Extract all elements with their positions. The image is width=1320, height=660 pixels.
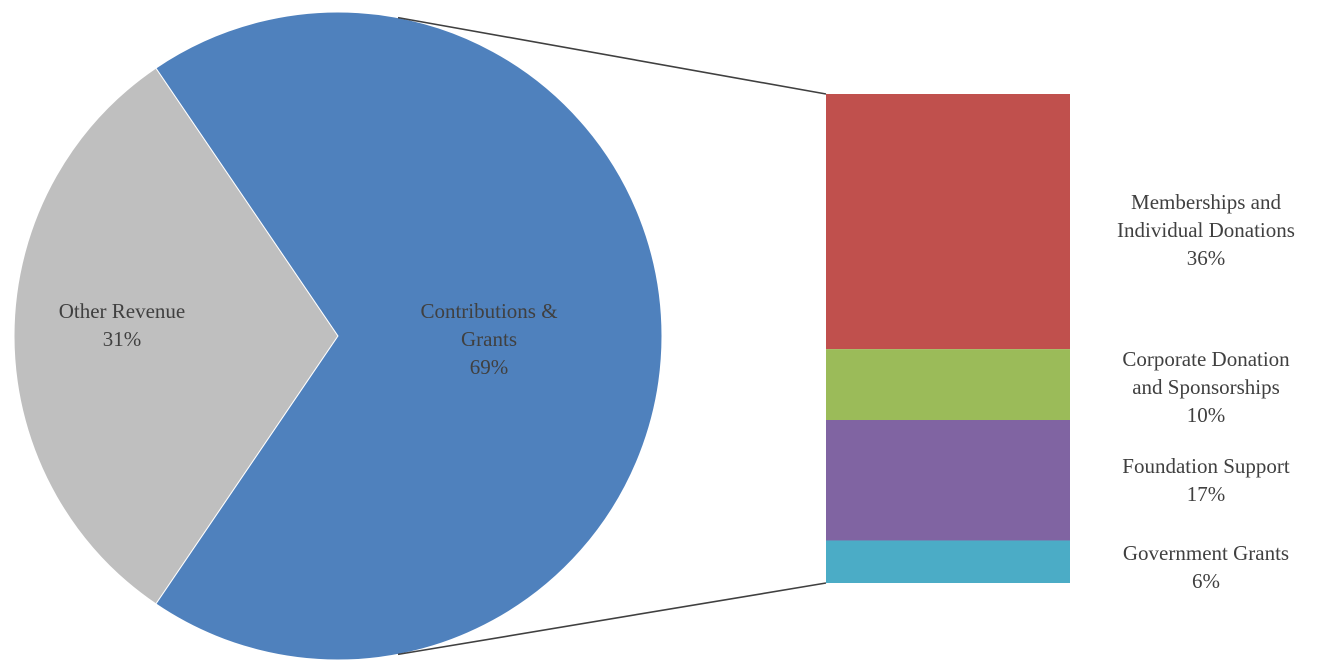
pie-label-contributions-name-2: Grants: [461, 327, 517, 351]
pie: [13, 11, 663, 660]
bar-label-memberships-name-2: Individual Donations: [1117, 218, 1295, 242]
bar-segment-foundation: [826, 420, 1070, 541]
bar-segment-corporate: [826, 349, 1070, 420]
bar-segment-government: [826, 540, 1070, 583]
pie-label-contributions-name-1: Contributions &: [420, 299, 557, 323]
connector-line-top: [397, 16, 827, 95]
connector-line-bottom: [397, 582, 827, 656]
pie-slice-contributions-grants: [155, 11, 663, 660]
bar-label-foundation-name: Foundation Support: [1122, 454, 1290, 478]
bar-label-corporate-value: 10%: [1187, 403, 1226, 427]
bar-label-corporate-name-2: and Sponsorships: [1132, 375, 1280, 399]
pie-label-other-revenue-name: Other Revenue: [59, 299, 186, 323]
pie-label-contributions-value: 69%: [470, 355, 509, 379]
bar-label-government-value: 6%: [1192, 569, 1220, 593]
bar-label-foundation-value: 17%: [1187, 482, 1226, 506]
connector-lines: [397, 16, 827, 656]
bar-label-corporate-name-1: Corporate Donation: [1122, 347, 1290, 371]
stacked-bar: [826, 94, 1070, 583]
bar-label-memberships-name-1: Memberships and: [1131, 190, 1281, 214]
bar-label-government-name: Government Grants: [1123, 541, 1289, 565]
bar-segment-memberships: [826, 94, 1070, 350]
pie-label-other-revenue-value: 31%: [103, 327, 142, 351]
pie-slice-other-revenue: [13, 67, 339, 605]
bar-label-memberships-value: 36%: [1187, 246, 1226, 270]
